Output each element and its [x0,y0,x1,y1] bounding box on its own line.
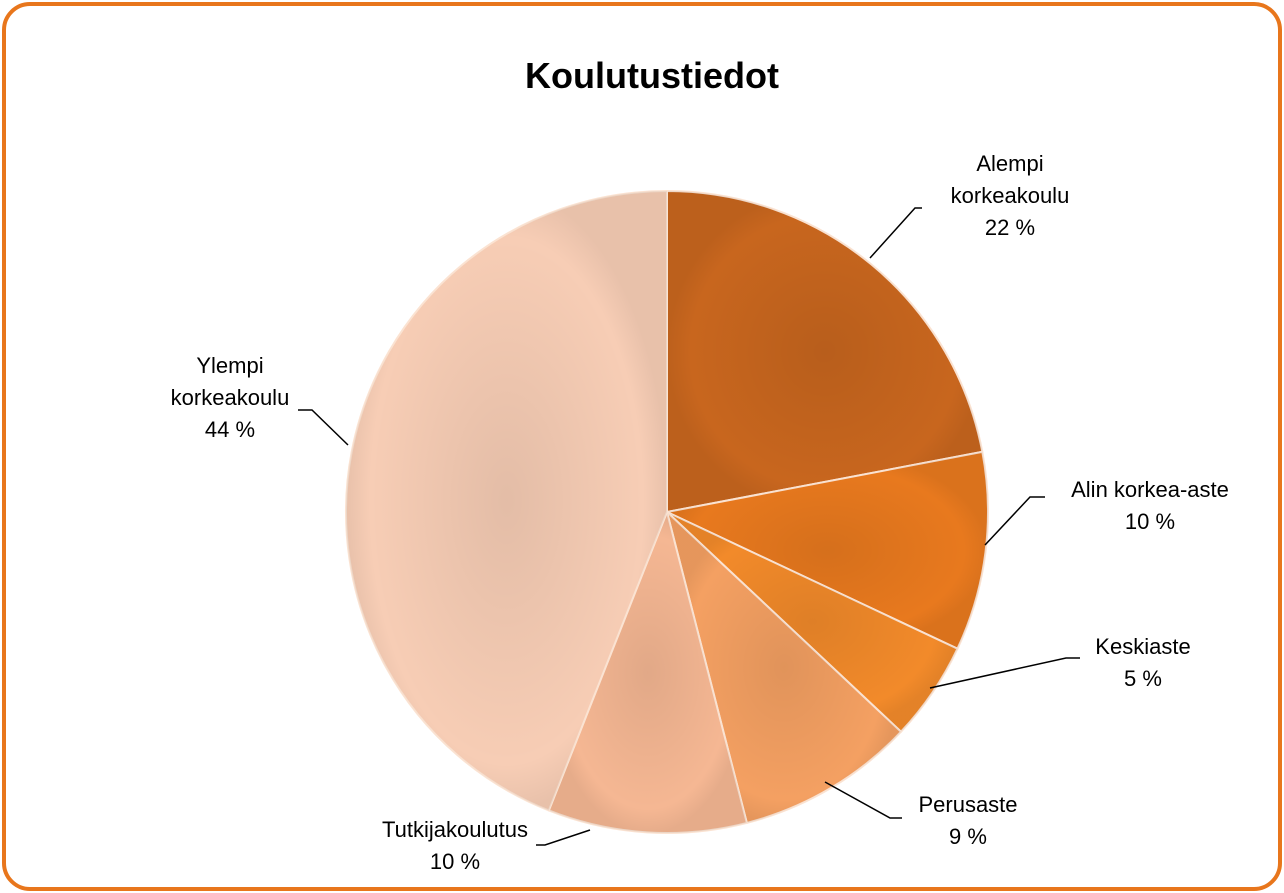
data-label: Perusaste 9 % [918,789,1017,853]
data-label: Keskiaste 5 % [1095,631,1190,695]
leader-line [824,781,902,819]
value-label: 44 % [204,417,256,442]
value-label: 9 % [949,824,987,849]
category-label: Alempi korkeakoulu [950,151,1070,208]
leader-line [929,657,1080,689]
leader-line [536,829,591,846]
leader-line [869,207,922,259]
data-label: Ylempi korkeakoulu 44 % [155,350,305,446]
data-label: Alin korkea-aste 10 % [1071,474,1229,538]
data-label: Tutkijakoulutus 10 % [382,814,528,878]
value-label: 10 % [1124,509,1176,534]
category-label: Tutkijakoulutus [382,817,528,842]
pie [345,189,989,834]
category-label: Ylempi korkeakoulu [170,353,290,410]
value-label: 5 % [1124,666,1162,691]
leader-line [298,409,349,446]
category-label: Perusaste [918,792,1018,817]
category-label: Alin korkea-aste [1071,477,1229,502]
value-label: 10 % [429,849,481,874]
category-label: Keskiaste [1095,634,1191,659]
chart-title: Koulutustiedot [525,55,779,96]
value-label: 22 % [984,215,1036,240]
leader-line [984,496,1045,546]
leader-lines [298,207,1080,846]
data-label: Alempi korkeakoulu 22 % [935,148,1085,244]
